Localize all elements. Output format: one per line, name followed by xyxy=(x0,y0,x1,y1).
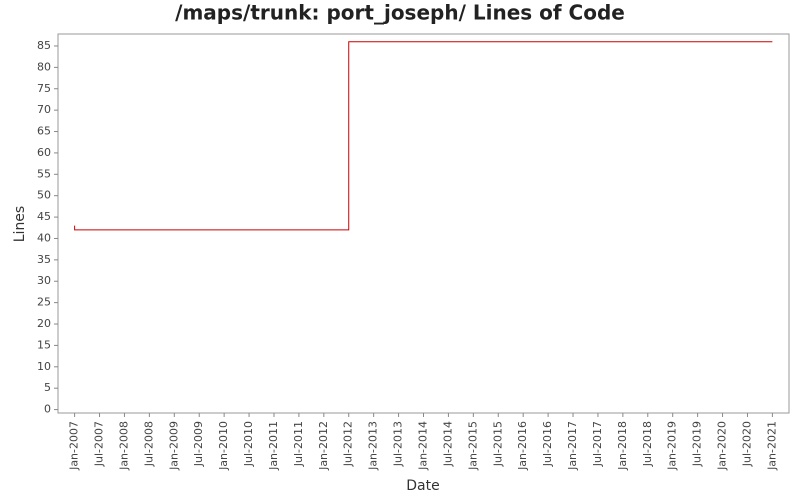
y-tick-label: 65 xyxy=(37,125,51,138)
x-tick-label: Jan-2018 xyxy=(616,421,629,471)
y-tick-label: 85 xyxy=(37,39,51,52)
y-tick-label: 25 xyxy=(37,296,51,309)
y-tick-label: 15 xyxy=(37,338,51,351)
y-tick-label: 45 xyxy=(37,210,51,223)
y-tick-label: 50 xyxy=(37,189,51,202)
x-tick-label: Jan-2007 xyxy=(68,421,81,471)
plot-area xyxy=(57,33,790,414)
x-tick-label: Jan-2011 xyxy=(267,421,280,471)
y-tick-label: 70 xyxy=(37,103,51,116)
x-tick-label: Jul-2009 xyxy=(192,421,205,467)
x-tick-label: Jan-2014 xyxy=(417,421,430,471)
x-tick-label: Jul-2011 xyxy=(292,421,305,467)
x-tick-label: Jan-2020 xyxy=(716,421,729,471)
x-axis-label: Date xyxy=(406,478,439,494)
x-tick-label: Jul-2019 xyxy=(691,421,704,467)
x-tick-label: Jan-2019 xyxy=(666,421,679,471)
x-tick-label: Jul-2016 xyxy=(541,421,554,467)
x-tick-label: Jul-2012 xyxy=(342,421,355,467)
y-tick-label: 75 xyxy=(37,82,51,95)
y-tick-label: 0 xyxy=(44,403,51,416)
y-tick-label: 35 xyxy=(37,253,51,266)
chart-title: /maps/trunk: port_joseph/ Lines of Code xyxy=(175,1,625,25)
x-tick-label: Jan-2017 xyxy=(566,421,579,471)
x-tick-label: Jul-2007 xyxy=(93,421,106,467)
x-tick-label: Jan-2008 xyxy=(117,421,130,471)
x-tick-label: Jan-2012 xyxy=(317,421,330,471)
y-tick-label: 5 xyxy=(44,381,51,394)
x-tick-label: Jan-2009 xyxy=(167,421,180,471)
x-tick-label: Jul-2008 xyxy=(142,421,155,467)
x-tick-label: Jan-2021 xyxy=(765,421,778,471)
y-axis-label: Lines xyxy=(12,206,28,242)
y-tick-label: 60 xyxy=(37,146,51,159)
x-tick-label: Jul-2018 xyxy=(641,421,654,467)
y-tick-label: 10 xyxy=(37,360,51,373)
x-tick-label: Jul-2017 xyxy=(591,421,604,467)
x-tick-label: Jan-2016 xyxy=(516,421,529,471)
x-tick-label: Jan-2010 xyxy=(217,421,230,471)
x-tick-label: Jul-2013 xyxy=(392,421,405,467)
y-tick-label: 40 xyxy=(37,231,51,244)
y-tick-label: 55 xyxy=(37,167,51,180)
x-tick-label: Jul-2020 xyxy=(740,421,753,467)
x-tick-label: Jul-2014 xyxy=(441,421,454,467)
data-line xyxy=(74,41,773,231)
x-tick-label: Jul-2015 xyxy=(491,421,504,467)
x-tick-label: Jul-2010 xyxy=(242,421,255,467)
y-tick-label: 30 xyxy=(37,274,51,287)
x-tick-label: Jan-2015 xyxy=(466,421,479,471)
x-tick-label: Jan-2013 xyxy=(367,421,380,471)
y-tick-label: 80 xyxy=(37,60,51,73)
y-tick-label: 20 xyxy=(37,317,51,330)
